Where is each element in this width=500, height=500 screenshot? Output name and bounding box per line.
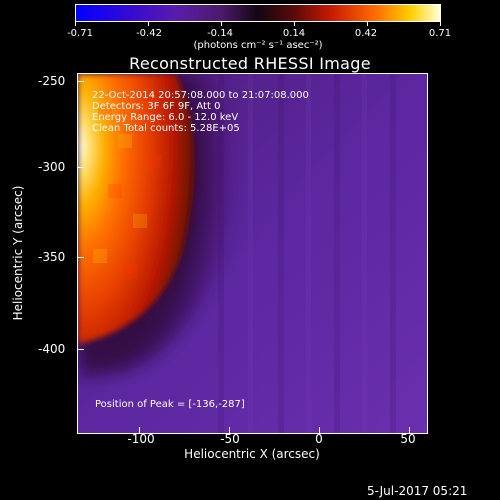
colorbar xyxy=(75,4,441,22)
y-tick-label: -250 xyxy=(38,74,66,88)
colorbar-tick xyxy=(148,22,149,26)
y-tick-label: -300 xyxy=(38,160,66,174)
x-tick-mark xyxy=(139,427,140,433)
colorbar-tick xyxy=(221,22,222,26)
info-detectors: Detectors: 3F 6F 9F, Att 0 xyxy=(92,101,221,112)
y-tick-mark xyxy=(78,167,84,168)
x-axis-title: Heliocentric X (arcsec) xyxy=(184,447,320,461)
colorbar-label: 0.71 xyxy=(428,28,452,39)
x-tick-label: 0 xyxy=(315,432,323,446)
colorbar-label: -0.14 xyxy=(207,28,233,39)
x-tick-mark xyxy=(409,427,410,433)
colorbar-tick xyxy=(440,22,441,26)
y-tick-mark xyxy=(78,257,84,258)
colorbar-label: 0.14 xyxy=(282,28,306,39)
x-tick-label: -50 xyxy=(220,432,240,446)
colorbar-unit: (photons cm⁻² s⁻¹ asec⁻²) xyxy=(193,40,323,51)
colorbar-tick xyxy=(294,22,295,26)
colorbar-label: 0.42 xyxy=(354,28,378,39)
x-tick-label: -100 xyxy=(127,432,155,446)
image-title: Reconstructed RHESSI Image xyxy=(129,54,371,73)
y-axis-title: Heliocentric Y (arcsec) xyxy=(11,185,25,321)
y-tick-label: -350 xyxy=(38,250,66,264)
y-tick-mark xyxy=(78,349,84,350)
x-tick-mark xyxy=(319,427,320,433)
solar-image xyxy=(78,74,427,433)
timestamp: 5-Jul-2017 05:21 xyxy=(367,484,468,498)
colorbar-tick xyxy=(75,22,76,26)
y-tick-mark xyxy=(78,81,84,82)
y-tick-label: -400 xyxy=(38,342,66,356)
info-energy: Energy Range: 6.0 - 12.0 keV xyxy=(92,112,239,123)
colorbar-label: -0.71 xyxy=(67,28,93,39)
colorbar-label: -0.42 xyxy=(136,28,162,39)
x-tick-mark xyxy=(229,427,230,433)
image-plot: 22-Oct-2014 20:57:08.000 to 21:07:08.000… xyxy=(77,73,428,434)
info-counts: Clean Total counts: 5.28E+05 xyxy=(92,123,240,134)
x-tick-label: 50 xyxy=(400,432,416,446)
colorbar-tick xyxy=(367,22,368,26)
peak-position: Position of Peak = [-136,-287] xyxy=(95,399,245,410)
info-date: 22-Oct-2014 20:57:08.000 to 21:07:08.000 xyxy=(92,90,309,101)
